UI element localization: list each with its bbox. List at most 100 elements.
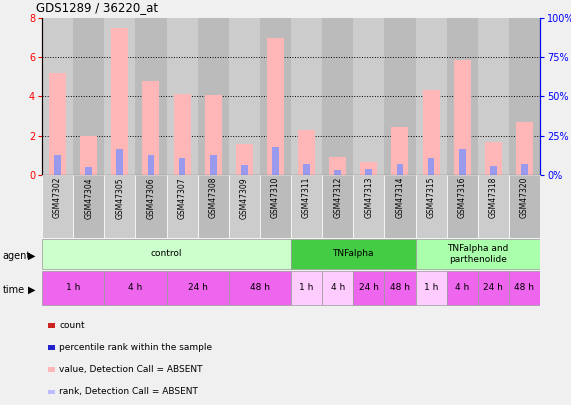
Text: GSM47312: GSM47312 [333, 177, 342, 218]
Bar [485, 142, 502, 175]
Bar [298, 130, 315, 175]
Bar [303, 164, 310, 175]
Bar [478, 271, 509, 305]
Bar [509, 18, 540, 175]
Bar [291, 271, 322, 305]
Bar [353, 271, 384, 305]
Bar [353, 175, 384, 238]
Text: GSM47302: GSM47302 [53, 177, 62, 218]
Bar [267, 38, 284, 175]
Bar [459, 149, 465, 175]
Bar [54, 156, 61, 175]
Text: 4 h: 4 h [128, 284, 143, 292]
Text: count: count [59, 321, 85, 330]
Bar [478, 18, 509, 175]
Bar [236, 144, 253, 175]
Text: GSM47318: GSM47318 [489, 177, 498, 218]
Text: agent: agent [3, 251, 31, 260]
Text: GSM47313: GSM47313 [364, 177, 373, 218]
Bar [198, 175, 229, 238]
Bar [353, 18, 384, 175]
Bar [416, 271, 447, 305]
Text: 1 h: 1 h [299, 284, 313, 292]
Bar [142, 81, 159, 175]
Text: 4 h: 4 h [455, 284, 469, 292]
Bar [478, 175, 509, 238]
Bar [334, 170, 341, 175]
Bar [447, 271, 478, 305]
Bar [416, 239, 540, 269]
Bar [291, 175, 322, 238]
Text: value, Detection Call = ABSENT: value, Detection Call = ABSENT [59, 365, 203, 374]
Bar [322, 175, 353, 238]
Text: ▶: ▶ [28, 285, 36, 295]
Bar [135, 175, 167, 238]
Bar [73, 18, 104, 175]
Text: percentile rank within the sample: percentile rank within the sample [59, 343, 212, 352]
Bar [291, 239, 416, 269]
Bar [396, 164, 403, 175]
Text: TNFalpha: TNFalpha [332, 249, 374, 258]
Bar [241, 165, 248, 175]
Text: 48 h: 48 h [514, 284, 534, 292]
Bar [147, 156, 154, 175]
Bar [384, 175, 416, 238]
Text: control: control [151, 249, 182, 258]
Bar [260, 175, 291, 238]
Bar [167, 271, 229, 305]
Bar [516, 122, 533, 175]
Text: ▶: ▶ [28, 251, 36, 260]
Text: GSM47304: GSM47304 [84, 177, 93, 219]
Bar [42, 271, 104, 305]
Text: TNFalpha and
parthenolide: TNFalpha and parthenolide [447, 244, 508, 264]
Bar [198, 18, 229, 175]
Bar [509, 271, 540, 305]
Text: GSM47320: GSM47320 [520, 177, 529, 218]
Bar [416, 175, 447, 238]
Bar [104, 18, 135, 175]
Bar [272, 147, 279, 175]
Bar [509, 175, 540, 238]
Bar [384, 271, 416, 305]
Text: time: time [3, 285, 25, 295]
Bar [291, 18, 322, 175]
Bar [360, 162, 377, 175]
Text: GSM47314: GSM47314 [396, 177, 404, 218]
Bar [229, 175, 260, 238]
Bar [391, 127, 408, 175]
Bar [135, 18, 167, 175]
Text: 1 h: 1 h [424, 284, 439, 292]
Bar [42, 239, 291, 269]
Text: 48 h: 48 h [390, 284, 410, 292]
Bar [322, 271, 353, 305]
Text: 24 h: 24 h [359, 284, 379, 292]
Bar [423, 90, 440, 175]
Bar [490, 166, 497, 175]
Bar [167, 18, 198, 175]
Bar [73, 175, 104, 238]
Text: 24 h: 24 h [484, 284, 503, 292]
Text: GSM47308: GSM47308 [208, 177, 218, 218]
Text: 1 h: 1 h [66, 284, 81, 292]
Bar [210, 156, 216, 175]
Text: GSM47311: GSM47311 [302, 177, 311, 218]
Text: GSM47315: GSM47315 [427, 177, 436, 218]
Bar [104, 271, 167, 305]
Bar [111, 28, 128, 175]
Text: GDS1289 / 36220_at: GDS1289 / 36220_at [37, 1, 158, 14]
Bar [104, 175, 135, 238]
Text: 4 h: 4 h [331, 284, 345, 292]
Bar [42, 18, 73, 175]
Bar [322, 18, 353, 175]
Bar [260, 18, 291, 175]
Text: GSM47305: GSM47305 [115, 177, 124, 219]
Bar [229, 18, 260, 175]
Bar [174, 94, 191, 175]
Text: GSM47306: GSM47306 [146, 177, 155, 219]
Bar [42, 175, 73, 238]
Text: 48 h: 48 h [250, 284, 270, 292]
Bar [49, 73, 66, 175]
Bar [521, 164, 528, 175]
Bar [80, 136, 97, 175]
Bar [85, 167, 92, 175]
